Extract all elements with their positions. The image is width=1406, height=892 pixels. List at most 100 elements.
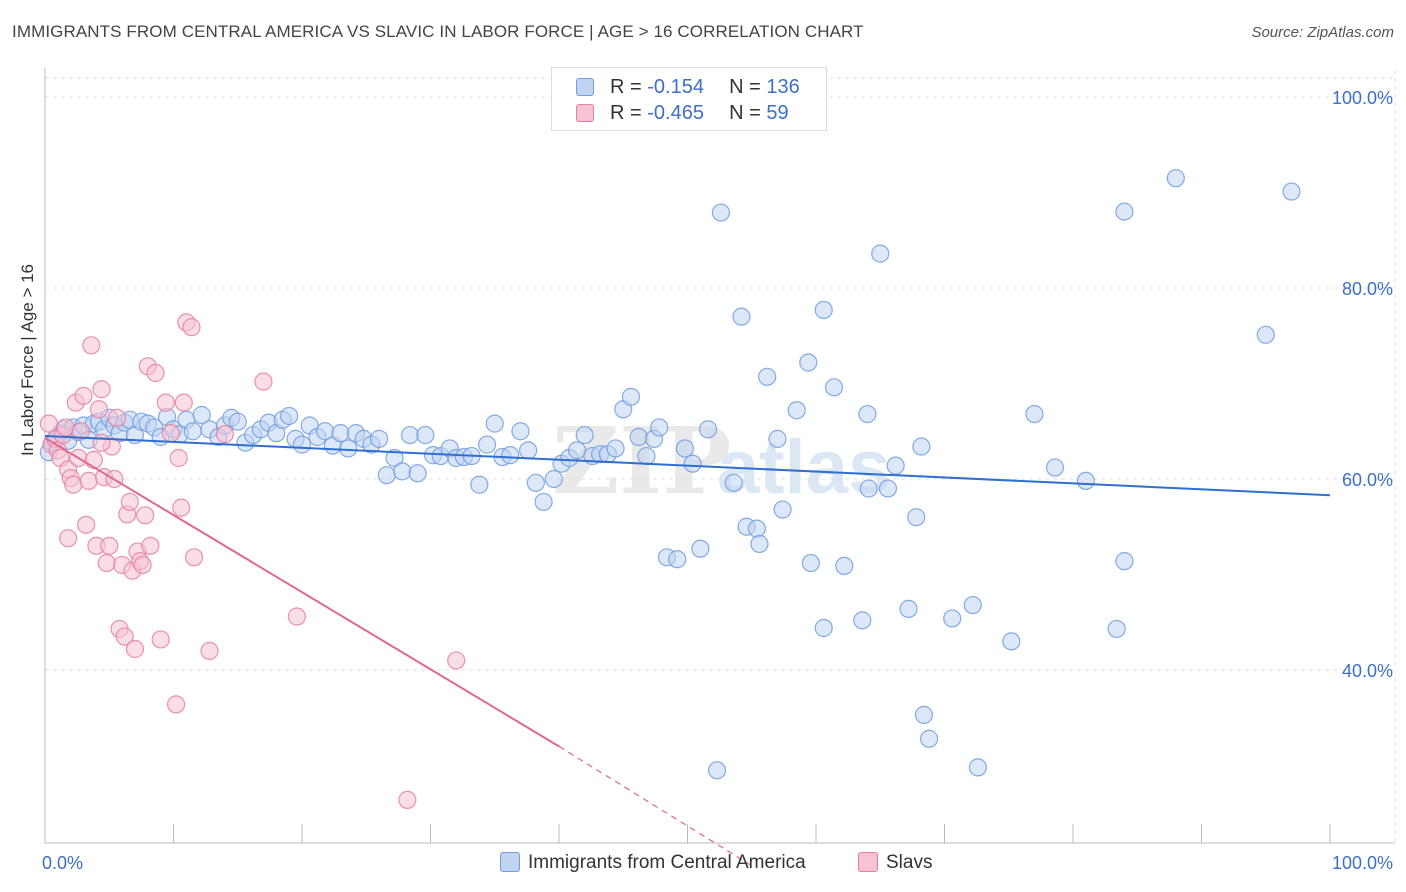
- data-point-central-america: [919, 729, 939, 748]
- data-point-slavs: [100, 536, 119, 555]
- legend-r-label: R =: [610, 76, 642, 98]
- bottom-legend-slavs: Slavs: [858, 852, 932, 874]
- data-point-central-america: [724, 473, 743, 492]
- data-point-central-america: [1115, 202, 1134, 221]
- correlation-legend: R = -0.154 N = 136 R = -0.465 N = 59: [551, 67, 827, 131]
- data-point-central-america: [339, 439, 358, 458]
- data-point-central-america: [668, 550, 687, 569]
- data-point-central-america: [747, 519, 766, 538]
- data-point-central-america: [544, 469, 563, 489]
- data-point-central-america: [878, 479, 898, 498]
- data-point-central-america: [707, 761, 727, 780]
- data-point-central-america: [758, 367, 777, 386]
- data-point-central-america: [331, 424, 350, 443]
- bottom-legend-central-america: Immigrants from Central America: [500, 852, 806, 874]
- data-point-central-america: [621, 387, 641, 406]
- data-point-central-america: [814, 300, 833, 320]
- y-axis-label: In Labor Force | Age > 16: [18, 263, 37, 456]
- data-point-slavs: [156, 393, 175, 412]
- data-point-slavs: [200, 641, 219, 661]
- data-point-central-america: [280, 406, 299, 426]
- data-point-central-america: [1045, 458, 1065, 477]
- data-point-central-america: [606, 439, 625, 458]
- data-point-central-america: [824, 378, 844, 397]
- data-point-central-america: [750, 534, 769, 554]
- data-point-central-america: [698, 420, 718, 439]
- data-point-slavs: [161, 424, 181, 443]
- x-tick-label: 100.0%: [1332, 853, 1393, 873]
- data-point-central-america: [292, 435, 312, 454]
- data-point-slavs: [287, 607, 306, 626]
- data-point-slavs: [79, 471, 98, 491]
- data-point-slavs: [77, 515, 96, 534]
- data-point-central-america: [799, 353, 818, 372]
- bottom-legend-label: Slavs: [886, 852, 933, 873]
- data-point-central-america: [787, 401, 806, 420]
- data-point-central-america: [477, 435, 497, 454]
- data-point-central-america: [400, 425, 420, 445]
- data-point-slavs: [82, 336, 101, 355]
- data-point-slavs: [169, 448, 188, 468]
- data-point-slavs: [151, 630, 170, 649]
- data-point-slavs: [133, 555, 152, 575]
- x-tick-label: 0.0%: [42, 853, 83, 873]
- data-point-slavs: [182, 318, 201, 337]
- data-point-central-america: [858, 404, 877, 424]
- data-point-central-america: [385, 448, 404, 468]
- data-point-central-america: [943, 609, 962, 628]
- y-tick-label: 100.0%: [1332, 88, 1393, 108]
- data-point-central-america: [914, 705, 934, 724]
- source-credit: Source: ZipAtlas.com: [1251, 24, 1394, 41]
- data-point-slavs: [398, 790, 417, 809]
- data-point-central-america: [408, 464, 427, 483]
- trendline-slavs: [44, 437, 560, 748]
- data-point-central-america: [534, 492, 553, 512]
- data-point-slavs: [215, 425, 234, 444]
- data-point-slavs: [136, 506, 155, 525]
- data-point-slavs: [107, 408, 127, 427]
- data-point-central-america: [1002, 632, 1021, 651]
- data-point-slavs: [56, 418, 75, 437]
- data-point-slavs: [89, 400, 109, 419]
- data-point-central-america: [968, 758, 988, 777]
- data-point-central-america: [1115, 552, 1134, 571]
- data-point-central-america: [192, 405, 211, 425]
- trendline-slavs-extension: [558, 745, 753, 867]
- legend-r-value: -0.154: [647, 76, 704, 98]
- data-point-slavs: [59, 529, 78, 548]
- bottom-legend-swatch-blue: [500, 852, 520, 872]
- data-point-slavs: [84, 450, 103, 469]
- data-point-central-america: [691, 539, 710, 558]
- data-point-central-america: [1166, 169, 1185, 188]
- data-point-slavs: [115, 627, 134, 646]
- legend-n-value: 59: [766, 102, 789, 124]
- data-point-slavs: [74, 386, 93, 406]
- data-point-central-america: [1076, 471, 1095, 491]
- data-point-central-america: [470, 475, 489, 494]
- legend-n-label: N =: [729, 76, 761, 98]
- data-point-central-america: [853, 611, 872, 630]
- legend-swatch-pink: [576, 104, 594, 122]
- data-point-slavs: [146, 363, 165, 383]
- legend-n-label: N =: [729, 102, 761, 124]
- legend-n-value: 136: [766, 76, 800, 98]
- data-point-central-america: [801, 553, 820, 573]
- data-point-central-america: [637, 446, 656, 466]
- y-tick-label: 40.0%: [1342, 661, 1393, 681]
- data-point-slavs: [172, 498, 191, 517]
- data-point-slavs: [447, 651, 466, 670]
- data-point-central-america: [1282, 182, 1301, 201]
- data-point-central-america: [183, 422, 202, 441]
- data-point-central-america: [768, 429, 787, 448]
- chart-title: IMMIGRANTS FROM CENTRAL AMERICA VS SLAVI…: [12, 22, 864, 41]
- data-point-slavs: [174, 393, 193, 412]
- legend-r-value: -0.465: [647, 102, 704, 124]
- data-point-slavs: [71, 422, 91, 441]
- data-point-central-america: [1107, 619, 1126, 639]
- data-point-central-america: [859, 479, 878, 498]
- data-point-central-america: [519, 441, 538, 460]
- data-point-central-america: [629, 427, 648, 447]
- bottom-legend-swatch-pink: [858, 852, 878, 872]
- data-point-central-america: [912, 437, 931, 456]
- data-point-central-america: [526, 473, 545, 492]
